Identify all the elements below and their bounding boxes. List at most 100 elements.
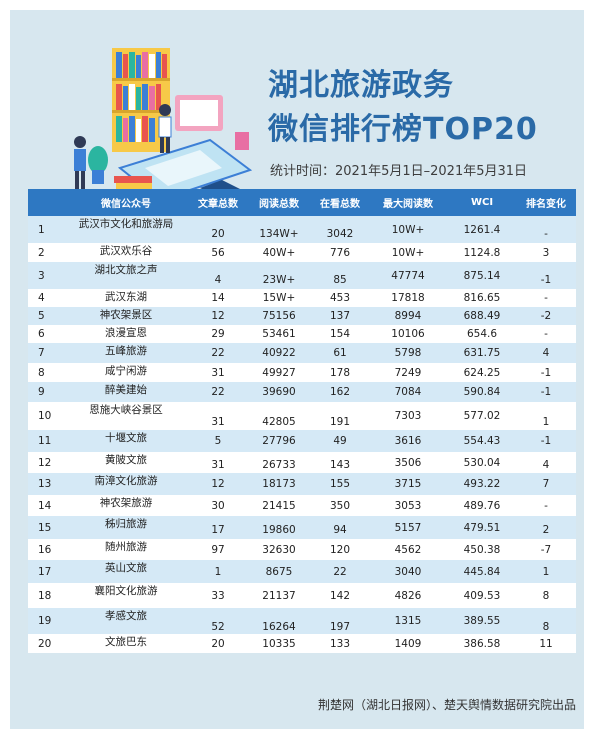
cell-wci: 590.84 bbox=[448, 382, 516, 402]
cell-account: 孝感文旅 bbox=[62, 608, 190, 634]
cell-reads: 40W+ bbox=[246, 243, 312, 262]
cell-rank-change: - bbox=[516, 289, 576, 307]
cell-max-reads: 17818 bbox=[368, 289, 448, 307]
cell-rank-change: 7 bbox=[516, 473, 576, 495]
page-title-line1: 湖北旅游政务 bbox=[268, 68, 454, 103]
table-row: 11 十堰文旅 5 27796 49 3616 554.43 -1 bbox=[28, 430, 576, 452]
cell-rank-change: 8 bbox=[516, 583, 576, 608]
cell-articles: 20 bbox=[190, 634, 246, 653]
cell-wci: 688.49 bbox=[448, 307, 516, 325]
cell-articles: 56 bbox=[190, 243, 246, 262]
cell-reads: 40922 bbox=[246, 343, 312, 363]
header-rank-change: 排名变化 bbox=[516, 189, 576, 216]
cell-articles: 22 bbox=[190, 382, 246, 402]
cell-rank-change: 11 bbox=[516, 634, 576, 653]
cell-watching: 120 bbox=[312, 539, 368, 560]
cell-max-reads: 10W+ bbox=[368, 216, 448, 243]
cell-wci: 450.38 bbox=[448, 539, 516, 560]
cell-watching: 776 bbox=[312, 243, 368, 262]
cell-account: 醉美建始 bbox=[62, 382, 190, 402]
cell-account: 武汉东湖 bbox=[62, 289, 190, 307]
cell-wci: 493.22 bbox=[448, 473, 516, 495]
cell-rank: 19 bbox=[28, 608, 62, 634]
cell-max-reads: 3506 bbox=[368, 452, 448, 473]
cell-rank: 4 bbox=[28, 289, 62, 307]
cell-wci: 409.53 bbox=[448, 583, 516, 608]
cell-rank: 10 bbox=[28, 402, 62, 430]
cell-rank-change: -1 bbox=[516, 363, 576, 382]
header-reads: 阅读总数 bbox=[246, 189, 312, 216]
cell-reads: 21137 bbox=[246, 583, 312, 608]
cell-rank: 12 bbox=[28, 452, 62, 473]
header-account: 微信公众号 bbox=[62, 189, 190, 216]
table-row: 3 湖北文旅之声 4 23W+ 85 47774 875.14 -1 bbox=[28, 262, 576, 289]
cell-max-reads: 7084 bbox=[368, 382, 448, 402]
cell-rank-change: 4 bbox=[516, 343, 576, 363]
table-row: 13 南漳文化旅游 12 18173 155 3715 493.22 7 bbox=[28, 473, 576, 495]
cell-rank: 6 bbox=[28, 325, 62, 343]
cell-rank-change: 8 bbox=[516, 608, 576, 634]
cell-wci: 816.65 bbox=[448, 289, 516, 307]
cell-watching: 49 bbox=[312, 430, 368, 452]
cell-wci: 489.76 bbox=[448, 495, 516, 516]
cell-reads: 32630 bbox=[246, 539, 312, 560]
table-row: 12 黄陂文旅 31 26733 143 3506 530.04 4 bbox=[28, 452, 576, 473]
cell-reads: 19860 bbox=[246, 516, 312, 539]
cell-watching: 154 bbox=[312, 325, 368, 343]
cell-wci: 624.25 bbox=[448, 363, 516, 382]
cell-max-reads: 1315 bbox=[368, 608, 448, 634]
statistics-period: 统计时间：2021年5月1日–2021年5月31日 bbox=[270, 164, 528, 179]
table-row: 8 咸宁闲游 31 49927 178 7249 624.25 -1 bbox=[28, 363, 576, 382]
cell-articles: 22 bbox=[190, 343, 246, 363]
cell-account: 武汉欢乐谷 bbox=[62, 243, 190, 262]
header-articles: 文章总数 bbox=[190, 189, 246, 216]
cell-wci: 654.6 bbox=[448, 325, 516, 343]
cell-rank: 17 bbox=[28, 560, 62, 583]
cell-rank: 2 bbox=[28, 243, 62, 262]
cell-reads: 21415 bbox=[246, 495, 312, 516]
cell-max-reads: 3616 bbox=[368, 430, 448, 452]
cell-rank-change: 3 bbox=[516, 243, 576, 262]
header-max-reads: 最大阅读数 bbox=[368, 189, 448, 216]
cell-reads: 53461 bbox=[246, 325, 312, 343]
page-title-line2: 微信排行榜TOP20 bbox=[268, 112, 538, 147]
cell-account: 文旅巴东 bbox=[62, 634, 190, 653]
cell-account: 十堰文旅 bbox=[62, 430, 190, 452]
cell-account: 英山文旅 bbox=[62, 560, 190, 583]
cell-max-reads: 3053 bbox=[368, 495, 448, 516]
cell-max-reads: 1409 bbox=[368, 634, 448, 653]
table-row: 6 浪漫宣恩 29 53461 154 10106 654.6- bbox=[28, 325, 576, 343]
header-watching: 在看总数 bbox=[312, 189, 368, 216]
ranking-table: 微信公众号 文章总数 阅读总数 在看总数 最大阅读数 WCI 排名变化 1 武汉市文化和旅游局… bbox=[28, 189, 576, 653]
cell-articles: 20 bbox=[190, 216, 246, 243]
cell-articles: 29 bbox=[190, 325, 246, 343]
cell-rank: 16 bbox=[28, 539, 62, 560]
cell-wci: 386.58 bbox=[448, 634, 516, 653]
cell-rank: 1 bbox=[28, 216, 62, 243]
cell-watching: 350 bbox=[312, 495, 368, 516]
table-row: 7 五峰旅游 22 40922 61 5798 631.75 4 bbox=[28, 343, 576, 363]
cell-rank: 9 bbox=[28, 382, 62, 402]
cell-reads: 39690 bbox=[246, 382, 312, 402]
cell-watching: 191 bbox=[312, 402, 368, 430]
cell-rank: 11 bbox=[28, 430, 62, 452]
header-wci: WCI bbox=[448, 189, 516, 216]
cell-reads: 8675 bbox=[246, 560, 312, 583]
cell-account: 恩施大峡谷景区 bbox=[62, 402, 190, 430]
cell-rank: 8 bbox=[28, 363, 62, 382]
cell-rank: 13 bbox=[28, 473, 62, 495]
cell-watching: 142 bbox=[312, 583, 368, 608]
table-row: 9 醉美建始 22 39690 162 7084 590.84 -1 bbox=[28, 382, 576, 402]
cell-max-reads: 4826 bbox=[368, 583, 448, 608]
cell-rank: 20 bbox=[28, 634, 62, 653]
cell-rank-change: - bbox=[516, 495, 576, 516]
cell-watching: 155 bbox=[312, 473, 368, 495]
cell-wci: 875.14 bbox=[448, 262, 516, 289]
cell-articles: 12 bbox=[190, 307, 246, 325]
cell-account: 武汉市文化和旅游局 bbox=[62, 216, 190, 243]
table-row: 14 神农架旅游 30 21415 350 3053 489.76- bbox=[28, 495, 576, 516]
cell-account: 秭归旅游 bbox=[62, 516, 190, 539]
cell-wci: 1124.8 bbox=[448, 243, 516, 262]
cell-reads: 75156 bbox=[246, 307, 312, 325]
cell-reads: 15W+ bbox=[246, 289, 312, 307]
